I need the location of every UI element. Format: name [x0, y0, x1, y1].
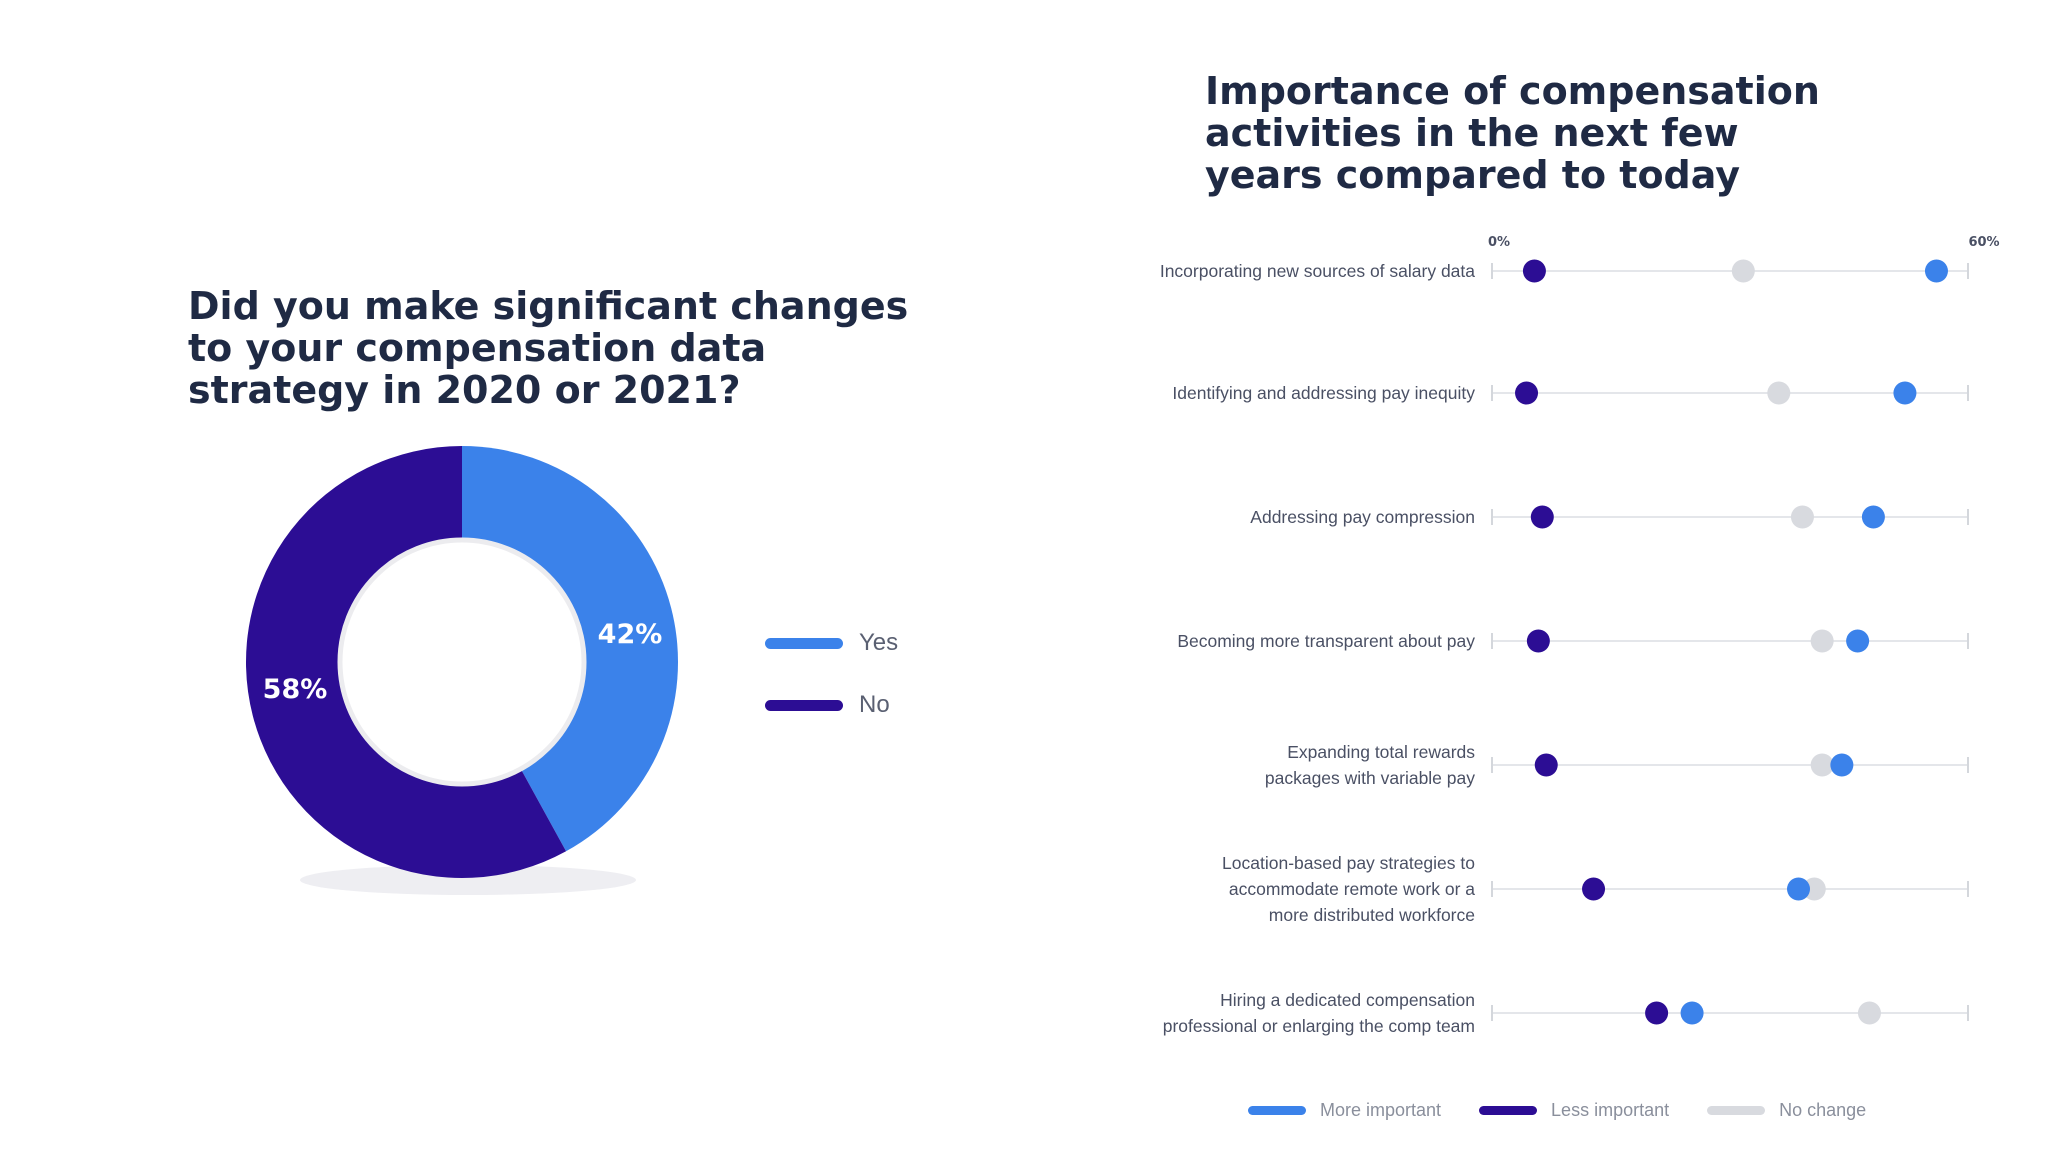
- dot-more-important: [1861, 505, 1885, 529]
- dot-no-change: [1802, 877, 1826, 901]
- category-label: Addressing pay compression: [1250, 507, 1475, 527]
- legend-swatch-yes: [765, 637, 843, 649]
- dot-less-important: [1534, 753, 1558, 777]
- dot-plot: 0% 60% Incorporating new sources of salary…: [1160, 235, 2000, 1036]
- x-tick-label-0: 0%: [1488, 235, 1510, 250]
- donut-chart-title: Did you make significant changes to your…: [188, 284, 909, 412]
- legend-item-no-change: No change: [1707, 1100, 1866, 1121]
- legend-label-no: No: [859, 691, 890, 718]
- legend-item-more-important: More important: [1248, 1100, 1441, 1121]
- dot-no-change: [1857, 1001, 1881, 1025]
- category-label: Hiring a dedicated compensation: [1220, 990, 1475, 1010]
- dot-no-change: [1790, 505, 1814, 529]
- donut-label-no: 58%: [263, 674, 328, 705]
- dot-less-important: [1645, 1001, 1669, 1025]
- dot-no-change: [1767, 381, 1791, 405]
- donut-hole: [337, 537, 587, 787]
- dot-more-important: [1830, 753, 1854, 777]
- legend-item-less-important: Less important: [1479, 1100, 1669, 1121]
- legend-item-no: No: [765, 674, 898, 736]
- category-label: accommodate remote work or a: [1229, 879, 1475, 899]
- category-label: more distributed workforce: [1269, 905, 1475, 925]
- legend-item-yes: Yes: [765, 612, 898, 674]
- legend-label-less-important: Less important: [1551, 1100, 1670, 1120]
- dot-more-important: [1924, 259, 1948, 283]
- category-label: Location-based pay strategies to: [1222, 853, 1475, 873]
- dot-plot-legend: More important Less important No change: [1248, 1100, 1904, 1121]
- category-label: professional or enlarging the comp team: [1163, 1016, 1475, 1036]
- category-label: Identifying and addressing pay inequity: [1172, 383, 1475, 403]
- category-label: Incorporating new sources of salary data: [1160, 261, 1475, 281]
- dot-more-important: [1787, 877, 1811, 901]
- dot-less-important: [1582, 877, 1606, 901]
- dot-more-important: [1893, 381, 1917, 405]
- legend-swatch-more-important: [1248, 1106, 1306, 1115]
- legend-swatch-less-important: [1479, 1106, 1538, 1115]
- legend-label-more-important: More important: [1320, 1100, 1442, 1120]
- dot-no-change: [1731, 259, 1755, 283]
- dot-more-important: [1846, 629, 1870, 653]
- dot-no-change: [1810, 629, 1834, 653]
- donut-legend: Yes No: [765, 612, 898, 736]
- x-tick-label-60: 60%: [1968, 235, 1999, 250]
- category-label: packages with variable pay: [1265, 768, 1475, 788]
- dot-more-important: [1680, 1001, 1704, 1025]
- dot-less-important: [1530, 505, 1554, 529]
- legend-label-no-change: No change: [1779, 1100, 1867, 1120]
- dot-less-important: [1526, 629, 1550, 653]
- category-label: Becoming more transparent about pay: [1177, 631, 1475, 651]
- dot-less-important: [1522, 259, 1546, 283]
- dot-plot-title: Importance of compensation activities in…: [1205, 69, 1820, 197]
- dot-no-change: [1810, 753, 1834, 777]
- legend-label-yes: Yes: [859, 629, 899, 656]
- category-label: Expanding total rewards: [1287, 742, 1475, 762]
- dot-less-important: [1515, 381, 1539, 405]
- legend-swatch-no-change: [1707, 1106, 1766, 1115]
- legend-swatch-no: [765, 699, 843, 711]
- donut-shadow: [300, 865, 636, 895]
- donut-label-yes: 42%: [598, 619, 663, 650]
- donut-chart: 42% 58%: [246, 446, 679, 895]
